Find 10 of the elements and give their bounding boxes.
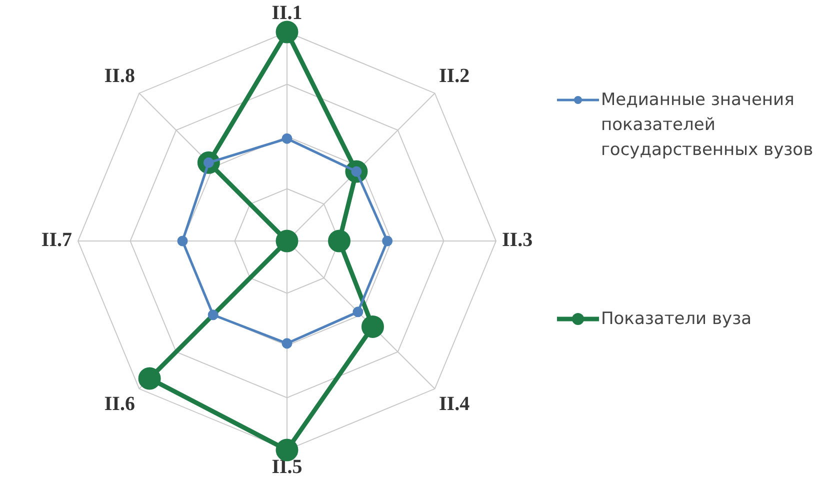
spoke-label: II.2 — [439, 65, 470, 88]
spoke-label: II.8 — [104, 65, 135, 88]
spoke-label: II.1 — [272, 2, 302, 24]
spoke-label: II.3 — [502, 229, 533, 252]
spoke-label: II.6 — [104, 393, 135, 416]
spoke-label: II.5 — [272, 456, 302, 478]
legend-label: Показатели вуза — [601, 308, 753, 331]
spoke-label: II.7 — [41, 229, 72, 252]
legend-label: Медианные значения показателей государственных вузов — [601, 89, 814, 162]
spoke-label: II.4 — [439, 393, 470, 416]
